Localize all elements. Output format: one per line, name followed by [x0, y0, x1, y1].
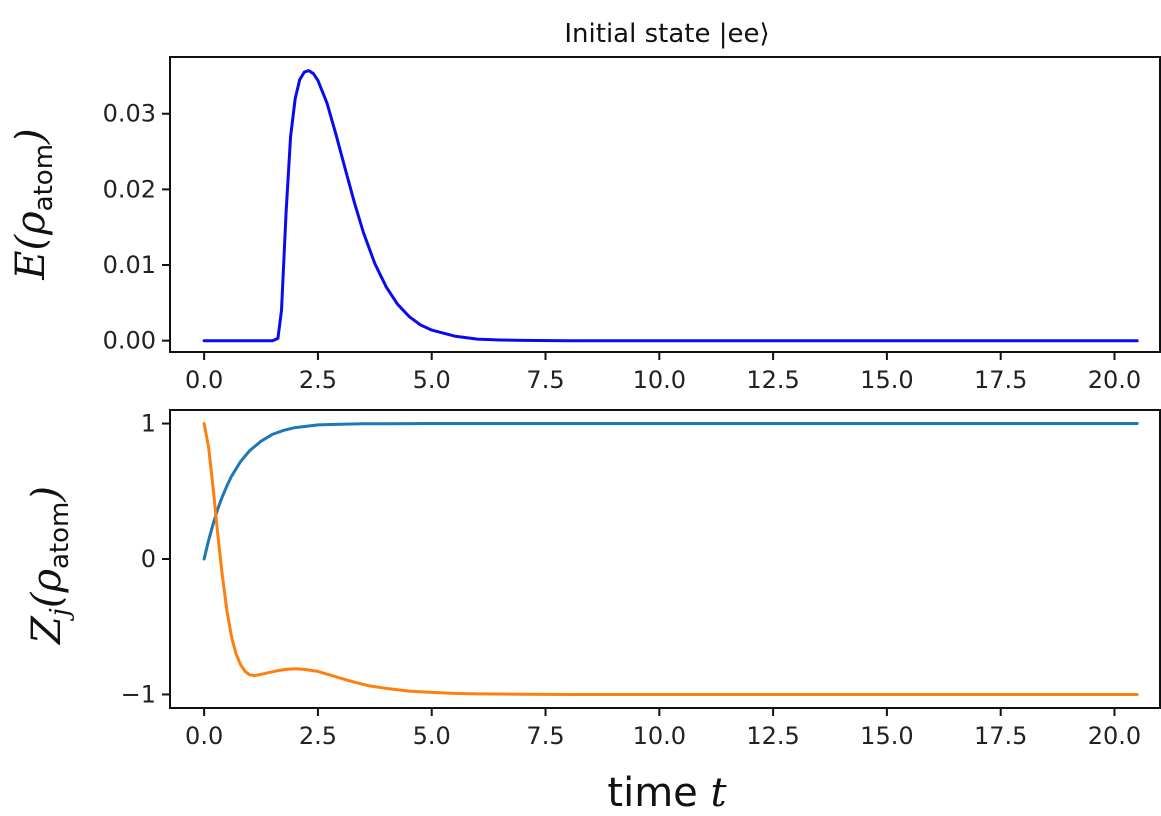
top-y-label-close: ): [8, 128, 54, 145]
bottom-x-ticks: 0.0 2.5 5.0 7.5 10.0 12.5 15.0 17.5 20.0: [185, 708, 1141, 750]
x-tick-label: 15.0: [860, 722, 913, 750]
x-tick-label: 15.0: [860, 366, 913, 394]
top-y-ticks: 0.00 0.01 0.02 0.03: [103, 100, 170, 355]
x-axis-label: time t: [607, 770, 727, 816]
x-tick-label: 10.0: [633, 366, 686, 394]
y-tick-label: −1: [121, 680, 156, 708]
x-tick-label: 17.5: [974, 722, 1027, 750]
x-tick-label: 20.0: [1088, 366, 1141, 394]
entanglement-panel: Initial state |ee⟩ 0.0 2.5 5.0 7.5 10.0 12.5 1…: [8, 19, 1161, 394]
series-line-2: [202, 422, 1139, 696]
y-tick-label: 1: [141, 410, 156, 438]
bottom-plot-frame: [169, 409, 1161, 709]
x-tick-label: 5.0: [413, 366, 451, 394]
series-line-1: [202, 69, 1139, 343]
x-tick-label: 5.0: [413, 722, 451, 750]
top-x-ticks: 0.0 2.5 5.0 7.5 10.0 12.5 15.0 17.5 20.0: [185, 352, 1141, 394]
entanglement-series-group: [202, 69, 1139, 343]
y-tick-label: 0.03: [103, 100, 156, 128]
top-y-label-main: E(ρ: [8, 211, 54, 281]
x-tick-label: 12.5: [746, 366, 799, 394]
z-panel: 0.0 2.5 5.0 7.5 10.0 12.5 15.0 17.5 20.0 1 0 −1 Zj…: [24, 409, 1161, 816]
bottom-y-axis-label: Zj(ρatom): [24, 486, 75, 646]
x-tick-label: 17.5: [974, 366, 1027, 394]
top-plot-frame: [169, 56, 1161, 353]
x-tick-label: 7.5: [526, 366, 564, 394]
x-tick-label: 2.5: [299, 366, 337, 394]
bottom-y-label-mid: (ρ: [24, 569, 70, 609]
y-tick-label: 0: [141, 545, 156, 573]
bottom-y-label-sub: atom: [45, 502, 75, 569]
top-y-axis-label: E(ρatom): [8, 128, 59, 280]
series-line-1: [202, 422, 1139, 561]
x-tick-label: 12.5: [746, 722, 799, 750]
bottom-y-label-close: ): [24, 486, 70, 503]
x-label-main: time: [607, 770, 710, 816]
bottom-y-label-main: Z: [24, 615, 70, 646]
top-y-label-sub: atom: [29, 144, 59, 211]
x-tick-label: 0.0: [185, 722, 223, 750]
chart-title: Initial state |ee⟩: [564, 19, 769, 49]
x-label-var: t: [711, 770, 728, 816]
x-tick-label: 2.5: [299, 722, 337, 750]
bottom-y-ticks: 1 0 −1: [121, 410, 170, 708]
x-tick-label: 10.0: [633, 722, 686, 750]
x-tick-label: 20.0: [1088, 722, 1141, 750]
x-tick-label: 7.5: [526, 722, 564, 750]
y-tick-label: 0.01: [103, 251, 156, 279]
x-tick-label: 0.0: [185, 366, 223, 394]
y-tick-label: 0.00: [103, 327, 156, 355]
y-tick-label: 0.02: [103, 175, 156, 203]
z-series-group: [202, 422, 1139, 696]
